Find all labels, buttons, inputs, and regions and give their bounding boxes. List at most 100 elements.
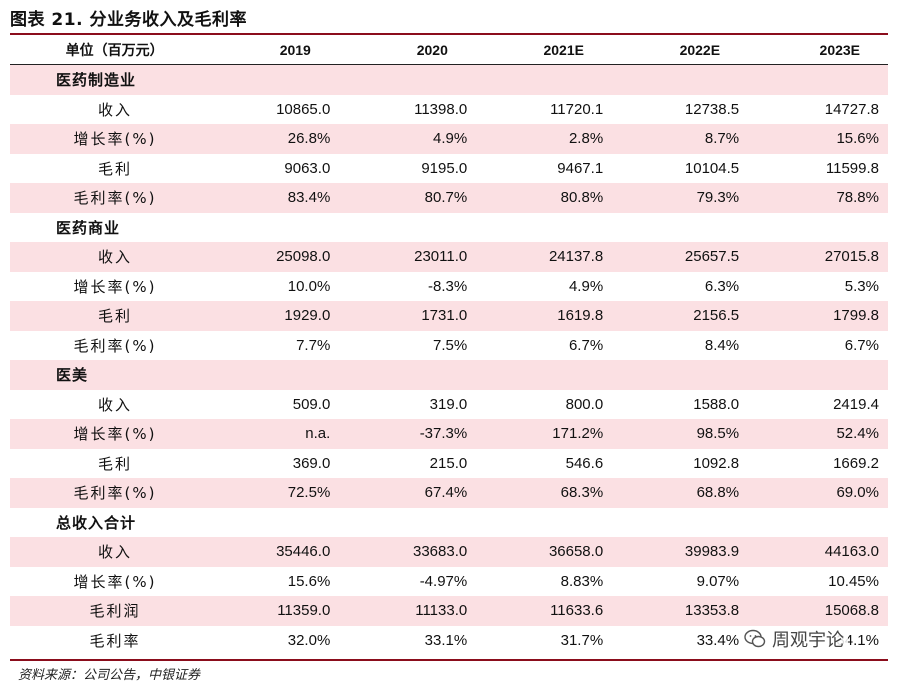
header-unit: 单位（百万元） (65, 43, 164, 59)
row-label: 毛利率(%) (73, 484, 157, 503)
row-label: 增长率(%) (73, 130, 157, 149)
table-cell: 509.0 (292, 395, 331, 413)
table-cell: 5.3% (844, 277, 879, 295)
table-cell: 11599.8 (825, 159, 879, 177)
table-cell: 13353.8 (684, 602, 740, 620)
header-2021e: 2021E (543, 42, 584, 58)
section-row: 医药制造业 (10, 65, 888, 95)
table-row: 毛利 369.0 215.0 546.6 1092.8 1669.2 (10, 449, 888, 479)
table-cell: 171.2% (552, 425, 604, 443)
bottom-rule (10, 659, 888, 661)
table-row: 增长率(%) 15.6% -4.97% 8.83% 9.07% 10.45% (10, 567, 888, 597)
row-label: 毛利 (97, 454, 132, 473)
table-cell: 98.5% (696, 425, 740, 443)
table-cell: 4.9% (568, 277, 604, 295)
table-cell: 8.83% (560, 572, 604, 590)
header-2020: 2020 (416, 42, 448, 58)
table-cell: 12738.5 (684, 100, 740, 118)
table-cell: 68.8% (696, 484, 740, 502)
table-cell: 80.8% (560, 189, 604, 207)
row-label: 增长率(%) (73, 572, 157, 591)
table-row: 毛利率 32.0% 33.1% 31.7% 33.4% 34.1% (10, 626, 888, 656)
table-cell: -8.3% (428, 277, 468, 295)
table-cell: 2419.4 (833, 395, 879, 413)
table-cell: 72.5% (287, 484, 331, 502)
table-row: 增长率(%) 26.8% 4.9% 2.8% 8.7% 15.6% (10, 124, 888, 154)
table-cell: 215.0 (429, 454, 468, 472)
table-cell: 6.7% (568, 336, 604, 354)
row-label: 收入 (97, 100, 132, 119)
table-header-row: 单位（百万元） 2019 2020 2021E 2022E 2023E (10, 36, 888, 65)
table-cell: 69.0% (836, 484, 879, 502)
table-cell: 6.7% (844, 336, 879, 354)
row-label: 收入 (97, 543, 132, 562)
table-cell: 33683.0 (412, 543, 468, 561)
table-cell: n.a. (305, 425, 331, 443)
table-cell: 10104.5 (684, 159, 740, 177)
table-cell: 9467.1 (557, 159, 604, 177)
table-cell: 26.8% (287, 130, 331, 148)
row-label: 毛利润 (89, 602, 141, 621)
table-cell: 23011.0 (414, 248, 468, 266)
table-cell: 44163.0 (824, 543, 879, 561)
table-row: 增长率(%) n.a. -37.3% 171.2% 98.5% 52.4% (10, 419, 888, 449)
table-cell: 9195.0 (421, 159, 468, 177)
source-note: 资料来源：公司公告，中银证券 (18, 668, 201, 683)
section-label: 总收入合计 (56, 513, 137, 532)
table-cell: 39983.9 (684, 543, 740, 561)
wechat-icon (744, 629, 766, 648)
table-cell: -4.97% (419, 572, 468, 590)
header-2019: 2019 (279, 42, 311, 58)
section-row: 医药商业 (10, 213, 888, 243)
table-cell: 35446.0 (276, 543, 331, 561)
top-rule (10, 33, 888, 35)
table-cell: 6.3% (704, 277, 740, 295)
table-cell: 10.0% (287, 277, 331, 295)
table-cell: 11359.0 (277, 602, 331, 620)
table-cell: 14727.8 (824, 100, 879, 118)
table-row: 毛利润 11359.0 11133.0 11633.6 13353.8 15068.8 (10, 596, 888, 626)
table-cell: 10.45% (828, 572, 879, 590)
table-cell: 79.3% (696, 189, 740, 207)
table-cell: 7.7% (296, 336, 331, 354)
row-label: 毛利 (97, 159, 132, 178)
table-cell: 68.3% (560, 484, 604, 502)
table-cell: 15.6% (287, 572, 331, 590)
table-cell: 8.7% (704, 130, 740, 148)
data-table: 单位（百万元） 2019 2020 2021E 2022E 2023E 医药制造… (10, 36, 888, 655)
table-cell: 33.1% (424, 631, 468, 649)
table-row: 毛利率(%) 83.4% 80.7% 80.8% 79.3% 78.8% (10, 183, 888, 213)
table-cell: 52.4% (836, 425, 879, 443)
table-cell: 10865.0 (276, 100, 331, 118)
watermark: 周观宇论 (740, 626, 848, 652)
table-cell: 7.5% (433, 336, 468, 354)
table-cell: 36658.0 (548, 543, 604, 561)
row-label: 增长率(%) (73, 425, 157, 444)
section-row: 总收入合计 (10, 508, 888, 538)
table-cell: 1799.8 (833, 307, 879, 325)
table-cell: 546.6 (565, 454, 604, 472)
table-cell: 1588.0 (693, 395, 740, 413)
watermark-text: 周观宇论 (772, 630, 844, 651)
table-cell: 25098.0 (276, 248, 331, 266)
table-cell: 32.0% (287, 631, 331, 649)
section-label: 医药制造业 (56, 71, 137, 90)
table-cell: 11133.0 (415, 602, 468, 620)
row-label: 毛利率 (89, 631, 141, 650)
table-cell: 1929.0 (284, 307, 331, 325)
section-label: 医美 (56, 366, 89, 385)
table-row: 收入 509.0 319.0 800.0 1588.0 2419.4 (10, 390, 888, 420)
table-cell: 800.0 (565, 395, 604, 413)
row-label: 毛利率(%) (73, 336, 157, 355)
table-body: 医药制造业 收入 10865.0 11398.0 11720.1 12738.5 14727… (10, 65, 888, 655)
table-row: 收入 35446.0 33683.0 36658.0 39983.9 44163.0 (10, 537, 888, 567)
table-cell: 83.4% (287, 189, 331, 207)
table-cell: 25657.5 (684, 248, 740, 266)
table-cell: 2156.5 (693, 307, 740, 325)
table-cell: 4.9% (433, 130, 468, 148)
table-row: 毛利 1929.0 1731.0 1619.8 2156.5 1799.8 (10, 301, 888, 331)
table-row: 毛利 9063.0 9195.0 9467.1 10104.5 11599.8 (10, 154, 888, 184)
table-row: 毛利率(%) 7.7% 7.5% 6.7% 8.4% 6.7% (10, 331, 888, 361)
section-row: 医美 (10, 360, 888, 390)
table-cell: 33.4% (696, 631, 740, 649)
